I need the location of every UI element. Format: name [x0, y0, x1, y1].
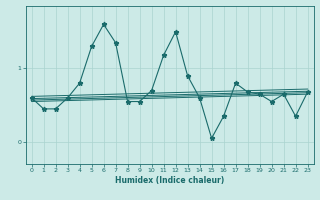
X-axis label: Humidex (Indice chaleur): Humidex (Indice chaleur)	[115, 176, 224, 185]
